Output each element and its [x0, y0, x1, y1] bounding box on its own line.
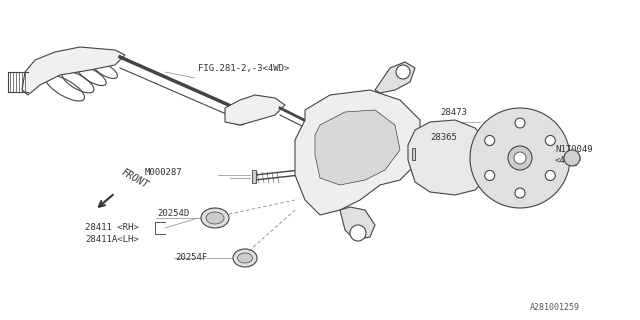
Ellipse shape	[201, 208, 229, 228]
Ellipse shape	[233, 249, 257, 267]
Circle shape	[470, 108, 570, 208]
Ellipse shape	[515, 188, 525, 198]
Ellipse shape	[545, 171, 556, 180]
Polygon shape	[315, 110, 400, 185]
Text: FRONT: FRONT	[120, 167, 150, 190]
Text: A281001259: A281001259	[530, 303, 580, 312]
Ellipse shape	[545, 135, 556, 146]
Polygon shape	[295, 90, 420, 215]
Polygon shape	[408, 120, 490, 195]
Text: N170049: N170049	[555, 145, 593, 154]
Text: 20254D: 20254D	[157, 209, 189, 218]
Text: 28473: 28473	[440, 108, 467, 117]
Circle shape	[514, 152, 526, 164]
Text: 20254F: 20254F	[175, 253, 207, 262]
Polygon shape	[375, 62, 415, 93]
Polygon shape	[412, 148, 415, 160]
Ellipse shape	[484, 171, 495, 180]
Text: M000287: M000287	[145, 168, 182, 177]
Circle shape	[396, 65, 410, 79]
Polygon shape	[22, 47, 125, 95]
Polygon shape	[252, 170, 256, 183]
Circle shape	[564, 150, 580, 166]
Circle shape	[350, 225, 366, 241]
Ellipse shape	[206, 212, 224, 224]
Ellipse shape	[515, 118, 525, 128]
Text: 28411 <RH>: 28411 <RH>	[85, 223, 139, 232]
Text: <4WD>: <4WD>	[555, 156, 582, 165]
Ellipse shape	[484, 135, 495, 146]
Polygon shape	[225, 95, 285, 125]
Polygon shape	[340, 207, 375, 240]
Ellipse shape	[237, 253, 253, 263]
Circle shape	[508, 146, 532, 170]
Text: 28365: 28365	[430, 133, 457, 142]
Text: FIG.281-2,-3<4WD>: FIG.281-2,-3<4WD>	[198, 64, 289, 73]
Text: 28411A<LH>: 28411A<LH>	[85, 235, 139, 244]
